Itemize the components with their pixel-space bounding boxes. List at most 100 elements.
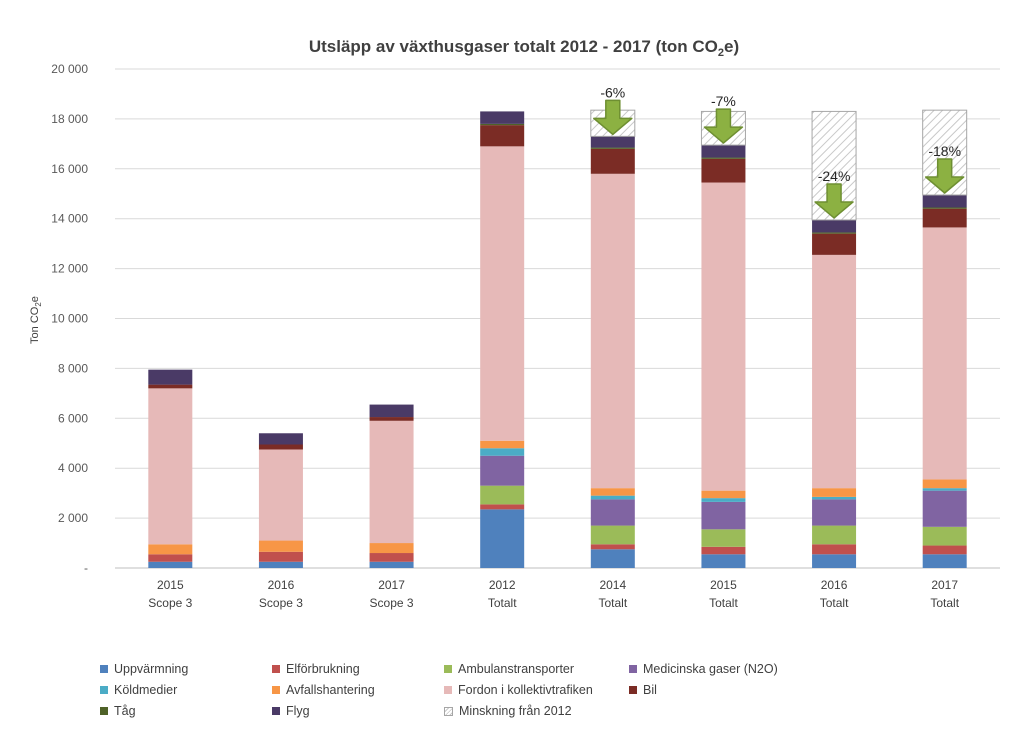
bar-segment: [369, 417, 414, 421]
bar-stack: [148, 369, 193, 568]
reduction-arrow: -7%: [703, 93, 744, 144]
legend-swatch: [444, 706, 453, 716]
bar-stack: [590, 109, 636, 568]
x-tick-group: Totalt: [488, 596, 517, 610]
x-tick-year: 2014: [599, 578, 626, 592]
x-tick-group: Totalt: [930, 596, 959, 610]
bar-segment: [148, 369, 193, 385]
legend-swatch: [100, 707, 108, 715]
bar-segment: [369, 553, 414, 562]
y-tick-label: 14 000: [51, 212, 88, 226]
legend-swatch: [272, 665, 280, 673]
legend-item: Medicinska gaser (N2O): [629, 662, 829, 676]
down-arrow-icon: [593, 99, 633, 136]
legend-label: Fordon i kollektivtrafiken: [458, 683, 593, 697]
x-tick-group: Totalt: [820, 596, 849, 610]
bar-segment: [701, 529, 746, 547]
x-tick-year: 2015: [710, 578, 737, 592]
bar-segment: [812, 488, 857, 497]
x-tick-group: Scope 3: [370, 596, 414, 610]
bars: [148, 109, 968, 568]
legend-swatch: [100, 686, 108, 694]
x-tick-year: 2017: [378, 578, 405, 592]
reduction-arrow: -24%: [814, 168, 854, 219]
y-tick-label: 6 000: [58, 411, 88, 425]
x-tick-year: 2015: [157, 578, 184, 592]
chart-title: Utsläpp av växthusgaser totalt 2012 - 20…: [309, 37, 739, 59]
y-tick-label: 10 000: [51, 312, 88, 326]
bar-segment: [258, 433, 303, 445]
bar-segment: [701, 501, 746, 530]
bar-segment: [812, 219, 857, 233]
grid: [115, 68, 1000, 569]
bar-segment: [480, 111, 525, 124]
legend-label: Elförbrukning: [286, 662, 360, 676]
down-arrow-icon: [703, 108, 744, 144]
bar-segment: [258, 444, 303, 450]
bar-segment: [480, 509, 525, 568]
legend-item: Tåg: [100, 704, 272, 718]
bar-segment: [369, 561, 414, 568]
bar-segment: [922, 194, 967, 208]
y-tick-label: -: [84, 561, 88, 575]
legend-swatch: [444, 686, 452, 694]
bar-segment: [258, 540, 303, 552]
y-tick-label: 8 000: [58, 361, 88, 375]
bar-segment: [590, 173, 635, 489]
bar-segment: [480, 448, 525, 456]
y-tick-label: 20 000: [51, 62, 88, 76]
bar-segment: [590, 148, 635, 174]
bar-segment: [922, 207, 967, 209]
legend-label: Flyg: [286, 704, 310, 718]
reduction-label: -7%: [711, 93, 736, 109]
bar-segment: [922, 545, 967, 555]
bar-segment: [701, 158, 746, 183]
bar-segment: [590, 147, 635, 149]
legend-item: Avfallshantering: [272, 683, 444, 697]
bar-segment: [701, 546, 746, 555]
reduction-arrow: -6%: [593, 84, 633, 136]
y-tick-label: 2 000: [58, 511, 88, 525]
reduction-label: -18%: [928, 143, 961, 159]
down-arrow-icon: [924, 158, 965, 194]
y-axis-label: Ton CO2e: [29, 296, 43, 344]
reduction-label: -6%: [600, 84, 625, 100]
bar-segment: [922, 490, 967, 527]
y-tick-label: 4 000: [58, 461, 88, 475]
bar-segment: [812, 554, 857, 568]
bar-segment: [148, 561, 193, 568]
bar-segment: [812, 499, 857, 526]
bar-segment: [369, 420, 414, 544]
bar-segment: [480, 485, 525, 505]
bar-segment: [258, 561, 303, 568]
bar-segment: [590, 136, 635, 148]
legend-item: Köldmedier: [100, 683, 272, 697]
bar-stack: [480, 111, 525, 568]
bar-segment: [148, 544, 193, 555]
bar-segment: [258, 449, 303, 541]
legend-item: Elförbrukning: [272, 662, 444, 676]
bar-segment: [369, 404, 414, 418]
bar-segment: [590, 488, 635, 496]
bar-segment: [812, 254, 857, 489]
y-tick-label: 12 000: [51, 262, 88, 276]
bar-segment: [922, 479, 967, 489]
legend-swatch: [272, 707, 280, 715]
bar-segment: [148, 388, 193, 545]
x-tick-year: 2016: [821, 578, 848, 592]
bar-segment: [258, 551, 303, 562]
bar-segment: [812, 233, 857, 255]
bar-segment: [480, 440, 525, 449]
legend-item: Uppvärmning: [100, 662, 272, 676]
bar-segment: [922, 208, 967, 228]
y-axis-ticks: - 2 000 4 000 6 000 8 000 10 000 12 000 14 000 1…: [51, 62, 88, 575]
legend-swatch: [444, 665, 452, 673]
legend-label: Tåg: [114, 704, 136, 718]
x-tick-year: 2012: [489, 578, 516, 592]
bar-segment: [480, 455, 525, 486]
bar-segment: [922, 526, 967, 546]
legend-label: Minskning från 2012: [459, 704, 572, 718]
bar-segment: [922, 227, 967, 480]
bar-segment: [480, 125, 525, 147]
